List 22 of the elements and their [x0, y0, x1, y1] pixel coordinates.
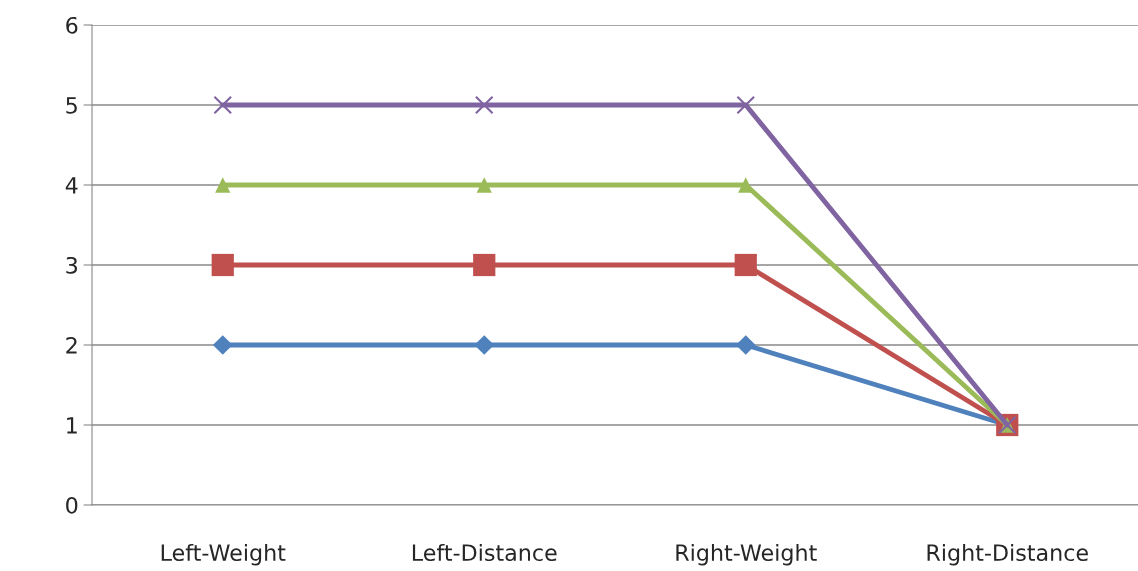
point: [213, 95, 233, 115]
point: [735, 335, 756, 355]
point: [211, 253, 234, 277]
point: [734, 253, 757, 277]
point: [476, 177, 492, 193]
y-tick-label: 2: [66, 336, 77, 354]
point: [473, 253, 496, 277]
y-tick-label: 0: [66, 496, 78, 514]
y-tick-label: 6: [66, 16, 78, 34]
y-tick-label: 5: [66, 97, 77, 114]
point: [215, 177, 231, 193]
x-tick-label: Left-Weight: [161, 543, 286, 566]
x-tick-label: Left-Distance: [412, 543, 557, 562]
x-tick-label: Right-Distance: [927, 543, 1088, 566]
point: [474, 335, 495, 355]
x-tick-label: Right-Weight: [676, 543, 817, 566]
point: [736, 95, 756, 115]
y-tick-label: 1: [67, 417, 77, 434]
y-tick-label: 4: [65, 177, 78, 194]
point: [474, 95, 494, 115]
y-tick-label: 3: [66, 256, 78, 274]
point: [212, 335, 233, 355]
